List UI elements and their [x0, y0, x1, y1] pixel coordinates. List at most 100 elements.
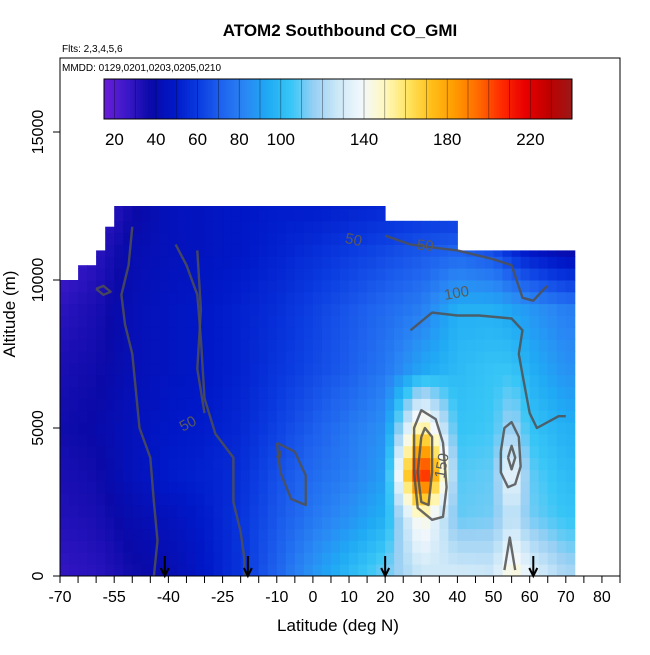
heatmap-cell [294, 505, 305, 518]
heatmap-cell [475, 339, 485, 352]
colorbar-tick-label: 100 [267, 130, 295, 149]
heatmap-cell [231, 303, 242, 316]
heatmap-cell [565, 552, 576, 565]
heatmap-cell [240, 422, 251, 435]
heatmap-cell [376, 493, 386, 506]
heatmap-cell [276, 386, 287, 399]
heatmap-cell [267, 398, 278, 411]
x-tick-label: -10 [265, 589, 288, 606]
heatmap-cell [240, 516, 251, 530]
heatmap-cell [520, 433, 531, 447]
colorbar-swatch [392, 79, 396, 119]
heatmap-cell [141, 362, 151, 376]
heatmap-cell [159, 410, 169, 423]
contour-line [412, 409, 448, 521]
heatmap-cell [105, 505, 115, 518]
heatmap-cell [538, 457, 549, 470]
heatmap-cell [430, 469, 440, 482]
heatmap-cell [430, 232, 440, 245]
heatmap-cell [403, 362, 413, 376]
heatmap-cell [376, 303, 386, 316]
heatmap-cell [132, 232, 142, 245]
heatmap-cell [312, 540, 323, 553]
heatmap-cell [123, 339, 133, 352]
heatmap-cell [394, 303, 404, 316]
heatmap-cell [394, 564, 404, 577]
heatmap-cell [385, 327, 395, 340]
heatmap-cell [249, 516, 260, 530]
heatmap-cell [168, 339, 178, 352]
heatmap-cell [340, 291, 350, 305]
heatmap-cell [285, 516, 296, 530]
heatmap-cell [457, 564, 467, 577]
colorbar-swatch [239, 79, 243, 119]
heatmap-cell [105, 327, 115, 340]
heatmap-cell [367, 528, 377, 541]
heatmap-cell [484, 422, 494, 435]
heatmap-cell [132, 528, 142, 541]
heatmap-cell [547, 386, 558, 399]
heatmap-cell [493, 327, 503, 340]
heatmap-cell [258, 469, 269, 482]
colorbar-swatch [218, 79, 222, 119]
heatmap-cell [466, 493, 476, 506]
heatmap-cell [493, 422, 503, 435]
heatmap-cell [141, 516, 151, 530]
heatmap-cell [177, 209, 187, 222]
heatmap-cell [376, 291, 386, 305]
heatmap-cell [204, 445, 214, 459]
heatmap-cell [249, 433, 260, 447]
heatmap-cell [376, 552, 386, 565]
heatmap-cell [493, 280, 503, 293]
heatmap-cell [529, 410, 540, 423]
heatmap-cell [114, 232, 124, 245]
heatmap-cell [303, 256, 314, 269]
colorbar-tick-label: 220 [516, 130, 544, 149]
heatmap-cell [168, 244, 178, 257]
heatmap-cell [448, 493, 458, 506]
heatmap-cell [87, 505, 97, 518]
heatmap-cell [159, 433, 169, 447]
heatmap-cell [331, 386, 341, 399]
heatmap-cell [177, 505, 187, 518]
colorbar-swatch [140, 79, 144, 119]
heatmap-cell [276, 244, 287, 257]
heatmap-cell [538, 291, 549, 305]
heatmap-cell [484, 493, 494, 506]
heatmap-cell [321, 516, 332, 530]
heatmap-cell [213, 564, 223, 577]
heatmap-cell [448, 303, 458, 316]
colorbar-swatch [387, 79, 391, 119]
heatmap-cell [195, 209, 205, 222]
heatmap-cell [87, 552, 97, 565]
heatmap-cell [331, 528, 341, 541]
heatmap-cell [466, 374, 476, 387]
heatmap-cell [204, 291, 214, 305]
chart-subtitle-flights: Flts: 2,3,4,5,6 [62, 44, 123, 55]
heatmap-cell [358, 386, 368, 399]
heatmap-cell [96, 351, 106, 364]
heatmap-cell [285, 339, 296, 352]
colorbar-swatch [156, 79, 159, 119]
heatmap-cell [502, 493, 513, 506]
heatmap-cell [114, 206, 124, 210]
colorbar-swatch [356, 79, 360, 119]
heatmap-cell [285, 528, 296, 541]
heatmap-cell [114, 339, 124, 352]
heatmap-cell [529, 256, 540, 269]
heatmap-cell [331, 398, 341, 411]
heatmap-cell [78, 516, 88, 530]
heatmap-cell [177, 481, 187, 494]
heatmap-cell [376, 220, 386, 234]
heatmap-cell [204, 206, 214, 210]
heatmap-cell [340, 206, 350, 210]
colorbar-swatch [325, 79, 328, 119]
heatmap-cell [565, 250, 576, 257]
colorbar-swatch [512, 79, 516, 119]
heatmap-cell [150, 457, 160, 470]
heatmap-cell [421, 540, 431, 553]
heatmap-cell [565, 528, 576, 541]
colorbar-swatch [507, 79, 510, 119]
heatmap-cell [430, 256, 440, 269]
